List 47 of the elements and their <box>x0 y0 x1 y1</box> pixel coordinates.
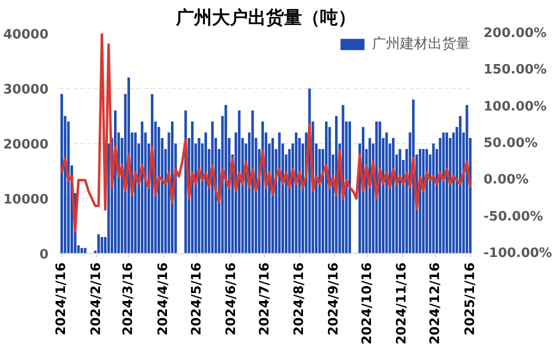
y2-tick-label: 200.00% <box>484 26 547 41</box>
bar <box>385 132 388 254</box>
x-tick-label: 2024/1/16 <box>54 262 70 336</box>
x-tick-label: 2024/10/16 <box>360 262 376 344</box>
bar <box>100 237 104 254</box>
x-tick-label: 2024/12/16 <box>428 262 444 344</box>
bar <box>398 149 402 254</box>
bar <box>466 105 468 254</box>
bar <box>238 110 240 254</box>
bar <box>97 234 100 254</box>
bar <box>198 138 200 254</box>
y-tick-label: 0 <box>39 248 48 262</box>
legend-label: 广州建材出货量 <box>372 35 470 53</box>
y2-tick-label: 150.00% <box>484 62 547 78</box>
y2-tick-label: -100.00% <box>484 246 552 261</box>
bar <box>432 144 435 254</box>
x-tick-label: 2024/5/16 <box>189 262 204 336</box>
x-tick-label: 2024/9/16 <box>326 262 342 336</box>
bar <box>324 122 328 254</box>
bar <box>442 132 445 254</box>
bar <box>458 116 462 254</box>
chart-title: 广州大户出货量（吨） <box>175 8 356 28</box>
x-tick-label: 2024/4/16 <box>156 262 171 336</box>
y2-tick-label: 0.00% <box>484 172 529 188</box>
x-tick-label: 2024/2/16 <box>88 262 104 336</box>
x-tick-label: 2024/7/16 <box>257 262 272 336</box>
x-tick-label: 2024/3/16 <box>121 262 136 336</box>
y-tick-label: 40000 <box>3 28 49 42</box>
x-tick-label: 2024/6/16 <box>224 262 239 336</box>
bar <box>278 132 281 254</box>
x-tick-label: 2024/11/16 <box>394 262 410 344</box>
x-tick-label: 2025/1/16 <box>462 262 478 336</box>
bar <box>348 122 351 254</box>
x-tick-label: 2024/8/16 <box>292 262 307 336</box>
bar <box>60 94 64 254</box>
y2-tick-label: -50.00% <box>484 209 544 224</box>
y2-tick-label: 100.00% <box>484 99 547 114</box>
bar <box>140 122 144 254</box>
y-tick-label: 30000 <box>3 82 49 98</box>
bar <box>204 132 208 254</box>
y-tick-label: 20000 <box>3 138 49 152</box>
bar <box>224 105 228 254</box>
line-series <box>60 34 472 233</box>
y2-tick-label: 50.00% <box>484 136 538 151</box>
bar <box>294 132 298 254</box>
y-tick-label: 10000 <box>3 192 49 208</box>
bar <box>446 132 448 254</box>
